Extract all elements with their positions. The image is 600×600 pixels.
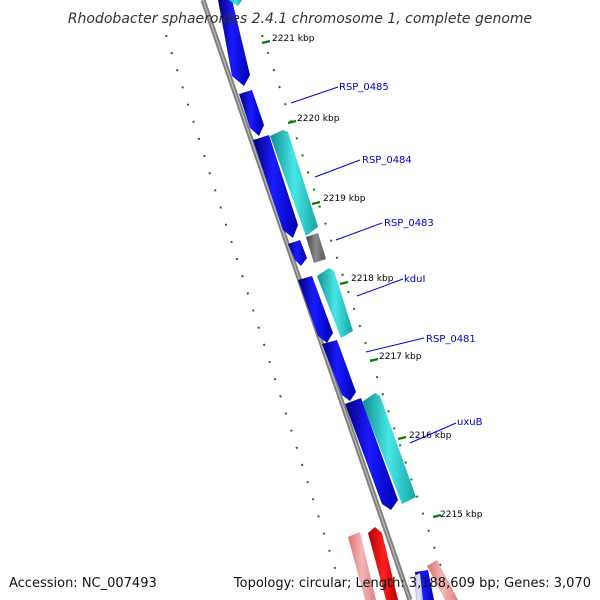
- gene-label-rsp-0483[interactable]: RSP_0483: [384, 218, 434, 229]
- label-leader-line: [409, 422, 457, 444]
- tick-mark: [339, 280, 349, 286]
- forward-cds-arrow-icon[interactable]: [288, 240, 307, 266]
- tick-mark: [261, 39, 271, 45]
- gene-label-rsp-0485[interactable]: RSP_0485: [339, 82, 389, 93]
- tick-mark: [432, 513, 442, 519]
- tick-label-2221: 2221 kbp: [272, 34, 315, 44]
- tick-mark: [287, 119, 297, 125]
- tick-label-2219: 2219 kbp: [323, 194, 366, 204]
- label-leader-line: [365, 337, 425, 353]
- label-leader-line: [335, 222, 383, 241]
- map-title: Rhodobacter sphaeroides 2.4.1 chromosome…: [68, 11, 532, 27]
- tick-label-2220: 2220 kbp: [297, 114, 340, 124]
- tick-mark: [369, 357, 379, 363]
- label-leader-line: [290, 86, 339, 104]
- label-leader-line: [314, 159, 361, 178]
- pseudo-gene-block[interactable]: [306, 233, 326, 263]
- forward-cds-arrow-icon[interactable]: [322, 340, 356, 401]
- rna-arrow-icon[interactable]: [427, 560, 458, 600]
- gene-label-rsp-0481[interactable]: RSP_0481: [426, 334, 476, 345]
- forward-cds-arrow-icon[interactable]: [253, 135, 298, 238]
- tick-label-2218: 2218 kbp: [351, 274, 394, 284]
- forward-cds-arrow-icon[interactable]: [345, 398, 398, 510]
- tick-label-2216: 2216 kbp: [409, 431, 452, 441]
- forward-cds-arrow-icon[interactable]: [218, 0, 250, 86]
- genome-summary-label: Topology: circular; Length: 3,188,609 bp…: [233, 576, 591, 591]
- gene-block-lavender[interactable]: [414, 573, 423, 600]
- tick-label-2217: 2217 kbp: [379, 352, 422, 362]
- gene-label-rsp-0484[interactable]: RSP_0484: [362, 155, 412, 166]
- rna-arrow-icon[interactable]: [368, 527, 398, 600]
- tick-mark: [397, 435, 407, 441]
- reverse-cds-arrow-icon[interactable]: [228, 0, 242, 6]
- label-leader-line: [356, 278, 404, 297]
- forward-cds-arrow-icon[interactable]: [239, 90, 264, 136]
- gene-label-uxub[interactable]: uxuB: [457, 417, 483, 428]
- accession-label: Accession: NC_007493: [9, 576, 157, 591]
- reverse-cds-arrow-icon[interactable]: [270, 130, 318, 236]
- rna-arrow-icon[interactable]: [348, 532, 376, 600]
- gene-label-kdui[interactable]: kduI: [404, 274, 425, 285]
- reverse-cds-arrow-icon[interactable]: [362, 393, 416, 504]
- tick-mark: [311, 200, 321, 206]
- forward-cds-arrow-icon[interactable]: [298, 276, 333, 343]
- reverse-cds-arrow-icon[interactable]: [317, 268, 353, 338]
- tick-label-2215: 2215 kbp: [440, 510, 483, 520]
